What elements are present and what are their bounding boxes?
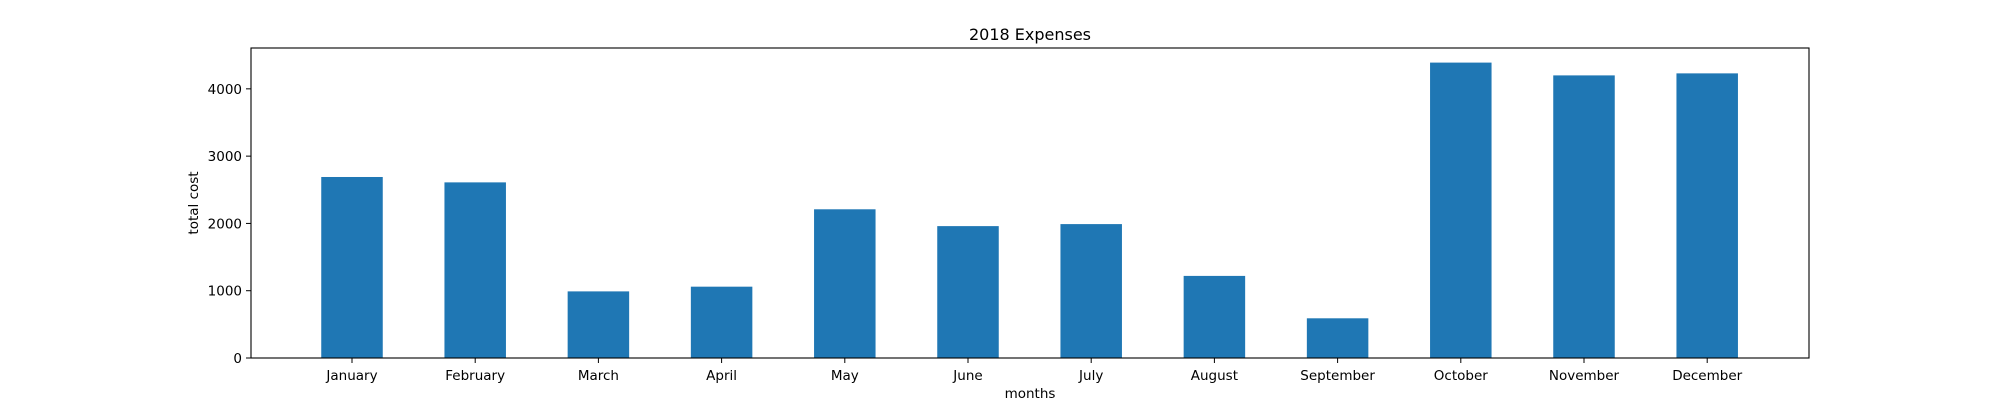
bar-december — [1676, 73, 1738, 358]
bar-april — [690, 286, 753, 358]
bar-may — [814, 209, 876, 358]
bar-july — [1060, 224, 1122, 358]
x-tick-label: January — [325, 368, 377, 384]
bars — [321, 62, 1738, 359]
x-axis-label: months — [1005, 386, 1056, 400]
bar-january — [321, 176, 383, 358]
chart-title: 2018 Expenses — [969, 25, 1091, 44]
x-tick-label: April — [706, 368, 737, 384]
bar-october — [1430, 62, 1492, 359]
y-tick-label: 0 — [233, 351, 242, 367]
y-tick-label: 3000 — [208, 149, 242, 165]
x-tick-label: December — [1672, 368, 1742, 384]
x-tick-label: August — [1191, 368, 1238, 384]
plot-area-frame — [250, 47, 1810, 359]
y-tick-label: 2000 — [208, 216, 242, 232]
x-tick-label: June — [952, 368, 982, 384]
x-tick-label: September — [1300, 368, 1375, 384]
bar-june — [937, 226, 999, 358]
x-axis-ticks: January February March April May June July Augu… — [325, 358, 1743, 384]
x-tick-label: October — [1434, 368, 1488, 384]
bar-february — [444, 182, 506, 358]
bar-november — [1553, 75, 1615, 358]
bar-august — [1183, 275, 1246, 358]
bar-march — [567, 291, 630, 358]
y-tick-label: 1000 — [208, 284, 242, 300]
y-tick-label: 4000 — [208, 82, 242, 98]
y-axis-ticks: 0 1000 2000 3000 4000 — [208, 82, 251, 367]
y-axis-label: total cost — [186, 171, 202, 234]
x-tick-label: February — [445, 368, 505, 384]
x-tick-label: March — [578, 368, 619, 384]
bar-september — [1306, 318, 1369, 358]
x-tick-label: May — [831, 368, 859, 384]
x-tick-label: November — [1549, 368, 1620, 384]
x-tick-label: July — [1078, 368, 1103, 384]
